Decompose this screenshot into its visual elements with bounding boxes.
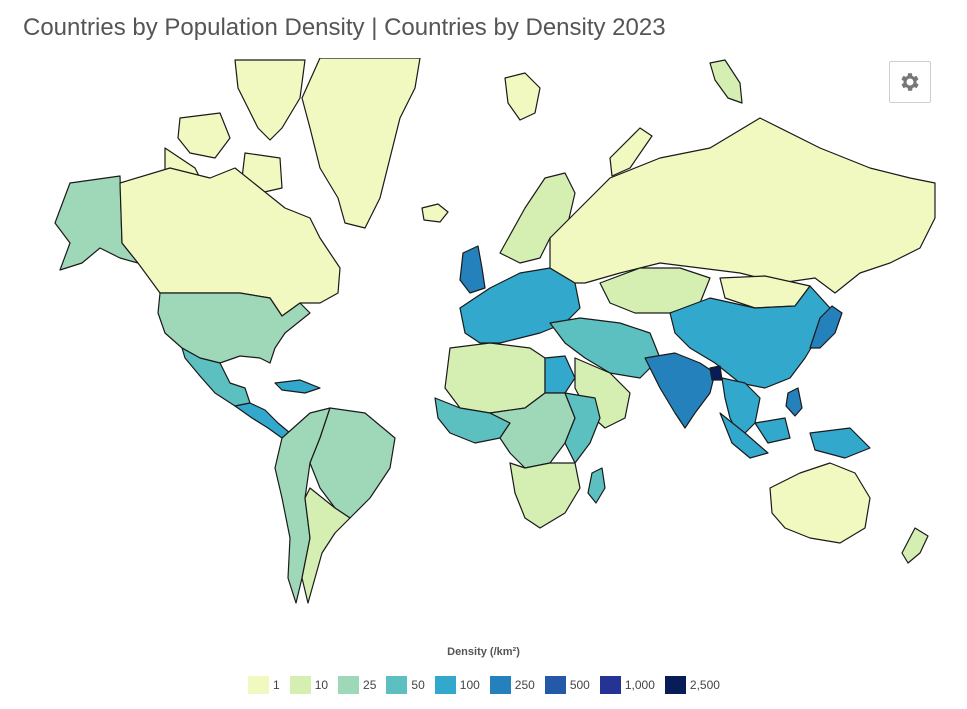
region-indonesia[interactable] bbox=[754, 417, 791, 444]
legend-label: 500 bbox=[569, 678, 590, 692]
legend-swatch bbox=[489, 676, 511, 694]
legend-swatch bbox=[544, 676, 566, 694]
region-central-america[interactable] bbox=[274, 379, 321, 394]
region-central-america[interactable] bbox=[234, 402, 291, 439]
region-arctic-islands[interactable] bbox=[177, 112, 231, 159]
region-southeast-asia[interactable] bbox=[721, 377, 761, 439]
region-east-africa[interactable] bbox=[564, 392, 601, 464]
region-scandinavia[interactable] bbox=[499, 172, 576, 264]
region-svalbard[interactable] bbox=[709, 59, 743, 104]
region-southern-africa[interactable] bbox=[509, 462, 581, 529]
region-arctic-islands[interactable] bbox=[234, 59, 306, 141]
region-india[interactable] bbox=[644, 352, 716, 429]
page-title: Countries by Population Density | Countr… bbox=[23, 14, 666, 41]
legend-item[interactable]: 2,500 bbox=[664, 676, 730, 694]
legend: 1 10 25 50 100 250 500 1,000 2,500 bbox=[248, 676, 730, 694]
region-indonesia[interactable] bbox=[809, 427, 871, 459]
legend-item[interactable]: 25 bbox=[338, 676, 386, 694]
legend-label: 250 bbox=[514, 678, 535, 692]
legend-item[interactable]: 100 bbox=[434, 676, 490, 694]
legend-item[interactable]: 1,000 bbox=[599, 676, 665, 694]
region-philippines[interactable] bbox=[785, 387, 803, 417]
legend-label: 1 bbox=[273, 678, 280, 692]
legend-label: 10 bbox=[314, 678, 329, 692]
region-arctic-islands[interactable] bbox=[609, 127, 653, 177]
legend-swatch bbox=[434, 676, 456, 694]
region-greenland[interactable] bbox=[301, 58, 421, 229]
legend-title: Density (/km²) bbox=[447, 646, 520, 658]
legend-label: 100 bbox=[459, 678, 480, 692]
legend-label: 25 bbox=[363, 678, 377, 692]
legend-label: 50 bbox=[411, 678, 425, 692]
region-argentina[interactable] bbox=[301, 487, 351, 604]
region-japan[interactable] bbox=[809, 305, 843, 349]
region-arctic-islands[interactable] bbox=[504, 72, 541, 121]
legend-swatch bbox=[289, 676, 311, 694]
legend-swatch bbox=[386, 676, 408, 694]
region-iceland[interactable] bbox=[421, 203, 449, 223]
legend-item[interactable]: 50 bbox=[386, 676, 434, 694]
region-indonesia[interactable] bbox=[719, 412, 769, 459]
legend-item[interactable]: 10 bbox=[289, 676, 338, 694]
region-egypt[interactable] bbox=[544, 355, 576, 394]
legend-label: 2,500 bbox=[689, 678, 720, 692]
region-north-africa[interactable] bbox=[444, 342, 546, 414]
region-new-zealand[interactable] bbox=[901, 527, 929, 564]
region-madagascar[interactable] bbox=[587, 467, 606, 504]
region-central-africa[interactable] bbox=[489, 392, 576, 469]
gear-icon bbox=[901, 73, 919, 91]
legend-swatch bbox=[664, 676, 686, 694]
legend-item[interactable]: 1 bbox=[248, 676, 290, 694]
legend-item[interactable]: 250 bbox=[489, 676, 545, 694]
settings-button[interactable] bbox=[889, 61, 931, 103]
legend-swatch bbox=[338, 676, 360, 694]
world-map[interactable] bbox=[20, 58, 938, 618]
legend-swatch bbox=[599, 676, 621, 694]
legend-swatch bbox=[248, 676, 269, 694]
legend-item[interactable]: 500 bbox=[544, 676, 600, 694]
region-united-states[interactable] bbox=[157, 292, 311, 364]
region-australia[interactable] bbox=[769, 462, 871, 544]
region-russia[interactable] bbox=[549, 117, 936, 294]
legend-label: 1,000 bbox=[624, 678, 655, 692]
region-united-kingdom[interactable] bbox=[459, 245, 486, 294]
region-china[interactable] bbox=[669, 285, 831, 389]
region-bangladesh[interactable] bbox=[709, 365, 723, 381]
